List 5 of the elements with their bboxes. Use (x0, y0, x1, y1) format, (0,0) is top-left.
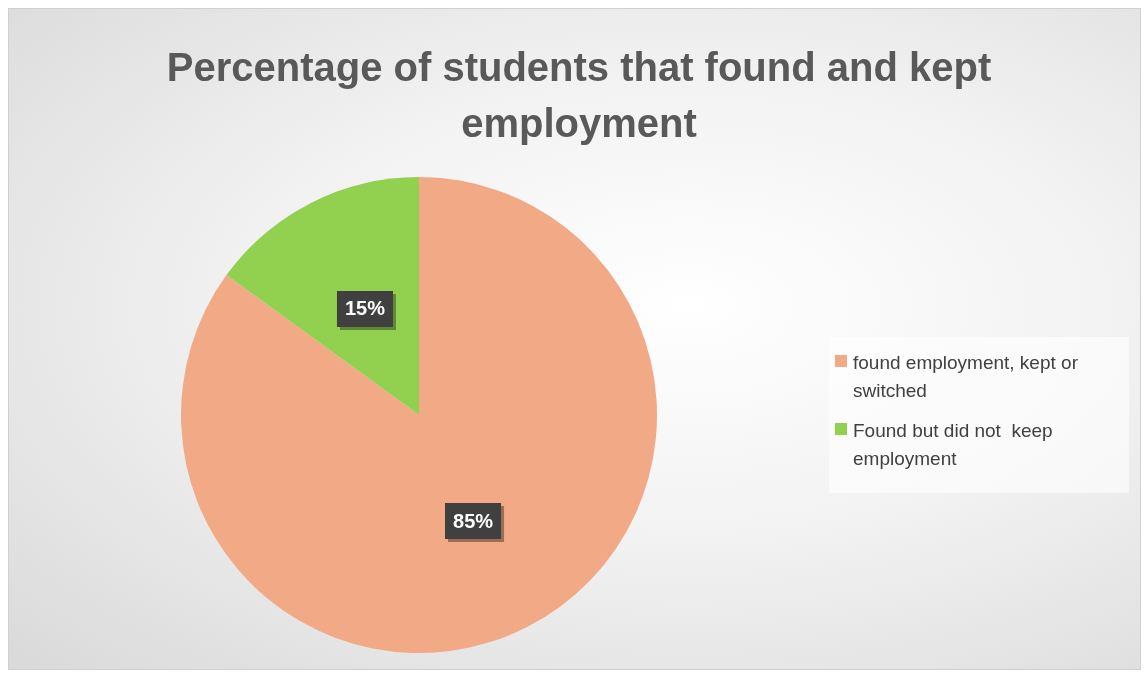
chart-title: Percentage of students that found and kept employment (165, 44, 993, 147)
legend-label: Found but did not keep employment (853, 419, 1054, 471)
data-label: 85% (453, 509, 494, 532)
legend-label: found employment, kept or switched (853, 351, 1079, 403)
data-label: 15% (344, 297, 386, 320)
